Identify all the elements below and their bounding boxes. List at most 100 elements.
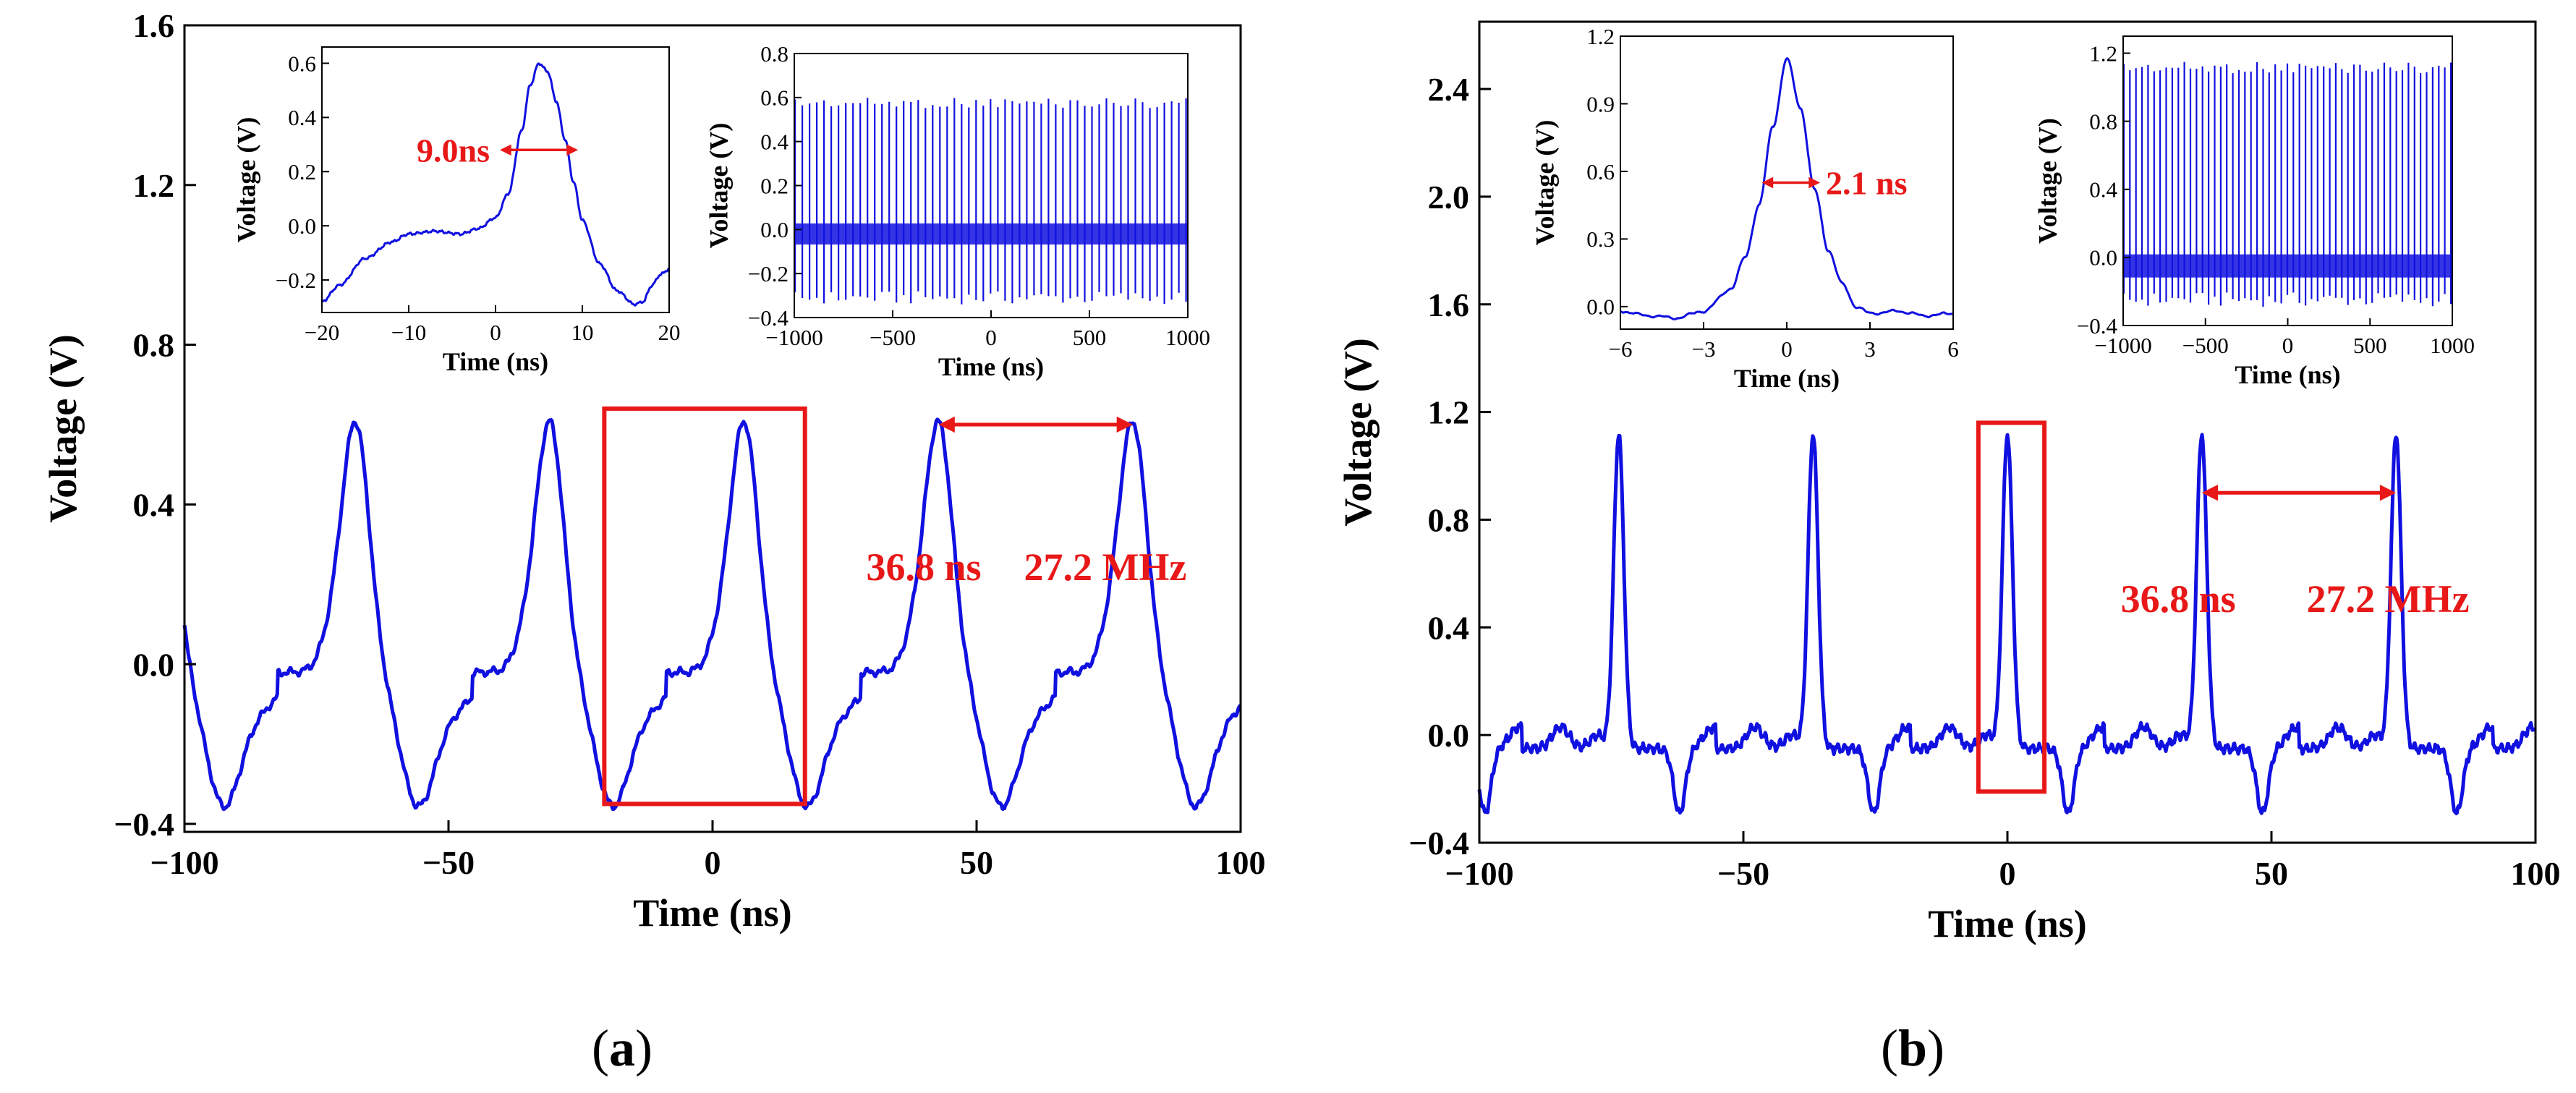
frequency-label: 27.2 MHz — [1024, 545, 1186, 589]
period-arrow — [2201, 485, 2397, 501]
series-line — [321, 62, 671, 307]
fwhm-arrow-head-right — [566, 144, 578, 156]
x-tick-label: 50 — [2255, 855, 2288, 892]
y-tick-label: 2.4 — [1428, 71, 1470, 108]
x-axis-title: Time (ns) — [2235, 360, 2340, 389]
caption-a-letter: a — [608, 1019, 635, 1077]
zoom-box — [1976, 420, 2047, 794]
fwhm-arrow-head-left — [1761, 177, 1774, 189]
y-axis-title: Voltage (V) — [705, 123, 734, 249]
x-tick-label: −1000 — [2094, 333, 2151, 358]
y-tick-label: 1.2 — [1586, 24, 1615, 49]
y-tick-label: 0.6 — [760, 85, 788, 111]
y-axis-title: Voltage (V) — [1531, 120, 1560, 246]
y-axis-title: Voltage (V) — [232, 117, 261, 243]
x-tick-label: 6 — [1947, 336, 1959, 362]
fwhm-label: 9.0ns — [417, 132, 490, 169]
y-tick-label: 0.2 — [760, 173, 788, 198]
y-tick-label: 1.6 — [1428, 286, 1470, 323]
y-tick-label: 1.6 — [133, 7, 175, 44]
y-tick-label: 0.4 — [2089, 177, 2117, 203]
series-line — [182, 417, 1242, 812]
y-tick-label: 0.2 — [288, 159, 316, 184]
period-label: 36.8 ns — [866, 545, 981, 589]
x-axis-title: Time (ns) — [633, 891, 792, 935]
x-tick-label: 0 — [705, 844, 721, 881]
y-tick-label: 0.0 — [288, 213, 316, 239]
x-tick-label: 0 — [1999, 855, 2016, 892]
y-tick-label: 0.4 — [760, 129, 788, 155]
y-tick-label: 0.4 — [133, 486, 175, 523]
y-tick-label: 1.2 — [2089, 41, 2117, 66]
x-tick-label: −20 — [305, 320, 339, 345]
period-arrow — [938, 416, 1134, 433]
series-spikes — [794, 98, 1187, 305]
y-tick-label: −0.2 — [748, 261, 788, 286]
x-tick-label: −10 — [391, 320, 426, 345]
y-axis-title: Voltage (V) — [41, 334, 85, 522]
y-tick-label: −0.2 — [276, 268, 316, 293]
y-tick-label: 0.0 — [1586, 294, 1615, 320]
caption-b: (b) — [1881, 1019, 1945, 1077]
x-tick-label: −500 — [870, 325, 916, 350]
x-tick-label: 3 — [1864, 336, 1876, 362]
x-tick-label: 0 — [985, 325, 997, 350]
x-axis-title: Time (ns) — [938, 352, 1044, 381]
fwhm-arrow — [500, 144, 578, 156]
x-tick-label: 0 — [2282, 333, 2294, 358]
y-tick-label: −0.4 — [748, 305, 789, 331]
period-arrow-head-right — [2379, 485, 2397, 501]
x-tick-label: 50 — [960, 844, 993, 881]
y-tick-label: 0.8 — [2089, 109, 2117, 134]
y-tick-label: 1.2 — [1428, 394, 1470, 431]
zoom-box — [602, 406, 807, 807]
fwhm-arrow — [1761, 177, 1820, 189]
fwhm-arrow-head-right — [1808, 177, 1820, 189]
x-axis-title: Time (ns) — [1734, 364, 1840, 393]
x-tick-label: −50 — [1717, 855, 1769, 892]
x-tick-label: 1000 — [1165, 325, 1210, 350]
x-axis-title: Time (ns) — [1928, 902, 2087, 945]
caption-b-letter: b — [1897, 1019, 1928, 1077]
x-axis-title: Time (ns) — [443, 347, 548, 376]
period-arrow-head-left — [938, 416, 955, 433]
fwhm-arrow-head-left — [500, 144, 511, 156]
x-tick-label: −3 — [1692, 336, 1716, 362]
x-tick-label: 10 — [571, 320, 594, 345]
x-tick-label: 1000 — [2430, 333, 2475, 358]
x-tick-label: 100 — [1216, 844, 1266, 881]
period-arrow-head-left — [2201, 485, 2219, 501]
x-tick-label: −50 — [422, 844, 475, 881]
x-tick-label: 500 — [2353, 333, 2387, 358]
series-line — [1477, 433, 2537, 816]
fwhm-label: 2.1 ns — [1826, 165, 1907, 202]
y-tick-label: −0.4 — [114, 806, 174, 843]
x-tick-label: −100 — [150, 844, 218, 881]
chart-b-inset-long: −1000 −500 0 500 1000 −0.4 0.0 0.4 0.8 1.2 Time (n… — [2033, 35, 2475, 389]
y-tick-label: 2.0 — [1428, 179, 1470, 216]
y-tick-label: −0.4 — [2077, 313, 2118, 339]
caption-a: (a) — [592, 1019, 652, 1077]
y-tick-label: 0.0 — [760, 217, 788, 242]
plot-area — [322, 47, 669, 312]
frequency-label: 27.2 MHz — [2307, 577, 2470, 621]
y-tick-label: 0.4 — [1428, 609, 1470, 646]
period-label: 36.8 ns — [2121, 577, 2236, 621]
x-tick-label: 20 — [658, 320, 681, 345]
x-tick-label: −6 — [1609, 336, 1633, 362]
x-tick-label: −1000 — [765, 325, 822, 350]
y-axis-title: Voltage (V) — [2033, 118, 2062, 244]
x-tick-label: −500 — [2182, 333, 2229, 358]
x-tick-label: 100 — [2511, 855, 2561, 892]
chart-b-inset-zoom: −6 −3 0 3 6 0.0 0.3 0.6 0.9 1.2 Time (ns) Voltage (… — [1531, 24, 1959, 393]
y-tick-label: 1.2 — [133, 167, 175, 204]
y-tick-label: 0.3 — [1586, 226, 1615, 252]
y-tick-label: 0.8 — [760, 41, 788, 67]
y-axis-title: Voltage (V) — [1336, 338, 1380, 526]
y-tick-label: 0.6 — [288, 51, 316, 76]
series-line — [1620, 57, 1954, 320]
y-tick-label: 0.8 — [133, 327, 175, 364]
y-tick-label: −0.4 — [1408, 825, 1469, 862]
